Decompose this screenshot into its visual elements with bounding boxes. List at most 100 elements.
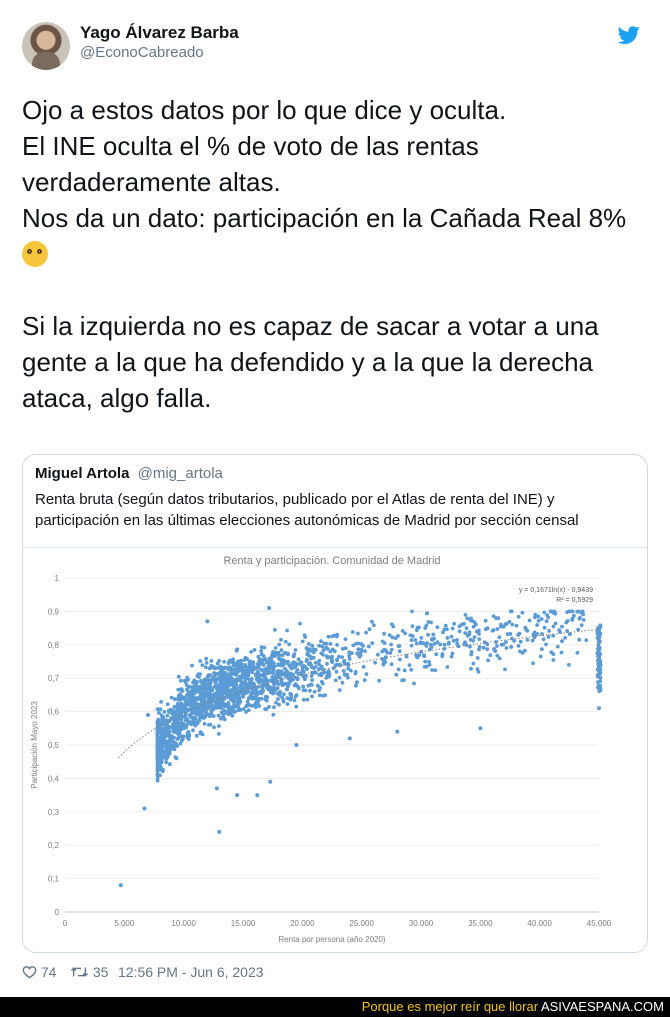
data-point — [496, 616, 501, 621]
data-point — [391, 624, 396, 629]
data-point — [336, 654, 341, 659]
data-point — [495, 653, 500, 658]
author-handle[interactable]: @EconoCabreado — [80, 44, 204, 61]
data-point — [229, 689, 234, 694]
tweet-text: Ojo a estos datos por lo que dice y ocul… — [22, 92, 647, 416]
retweet-button[interactable]: 35 — [70, 964, 108, 980]
data-point — [572, 613, 576, 618]
data-point — [305, 651, 310, 656]
data-point — [568, 632, 572, 637]
data-point — [215, 672, 220, 676]
data-point — [310, 655, 314, 660]
data-point — [222, 717, 227, 722]
data-point — [370, 619, 374, 624]
data-point — [202, 722, 207, 726]
data-point — [516, 644, 521, 648]
data-point — [310, 694, 314, 699]
data-point — [464, 626, 469, 630]
data-point — [567, 662, 571, 667]
data-point — [390, 635, 395, 640]
quoted-author-handle[interactable]: @mig_artola — [137, 465, 223, 482]
data-point — [322, 670, 327, 675]
data-point — [234, 683, 239, 687]
data-point — [312, 689, 317, 694]
data-point — [202, 705, 207, 710]
data-point — [503, 667, 507, 672]
timestamp[interactable]: 12:56 PM - Jun 6, 2023 — [118, 964, 264, 980]
data-point — [576, 627, 581, 632]
quoted-chart-image[interactable]: Renta y participación. Comunidad de Madr… — [23, 547, 647, 952]
avatar[interactable] — [22, 22, 70, 70]
author-name[interactable]: Yago Álvarez Barba — [80, 23, 239, 42]
data-point — [248, 667, 253, 671]
data-point — [231, 657, 236, 662]
data-point — [174, 756, 179, 761]
data-point — [173, 697, 177, 702]
data-point — [221, 686, 226, 691]
data-point — [206, 723, 211, 727]
data-point — [276, 663, 281, 668]
data-point — [232, 679, 236, 684]
data-point — [493, 648, 498, 653]
twitter-bird-icon[interactable] — [618, 24, 640, 46]
data-point — [245, 667, 250, 672]
data-point — [477, 632, 481, 636]
data-point — [412, 681, 416, 686]
data-point — [275, 686, 279, 691]
data-point — [533, 612, 538, 617]
data-point — [570, 618, 575, 622]
data-point — [222, 673, 227, 678]
data-point — [527, 618, 532, 623]
data-point — [483, 627, 488, 631]
data-point — [202, 685, 207, 690]
data-point — [167, 728, 171, 733]
data-point — [426, 620, 431, 624]
data-point — [263, 656, 268, 661]
data-point — [394, 672, 399, 677]
data-point — [451, 638, 456, 643]
data-point — [486, 658, 490, 663]
data-point — [504, 646, 509, 650]
data-point — [179, 709, 184, 713]
data-point — [279, 663, 284, 668]
outlier-point — [217, 829, 222, 834]
data-point — [495, 627, 500, 631]
data-point — [596, 680, 600, 684]
data-point — [245, 673, 250, 678]
data-point — [531, 632, 536, 637]
data-point — [596, 668, 601, 673]
data-point — [248, 686, 252, 690]
data-point — [294, 704, 299, 709]
tweet-footer: 74 35 12:56 PM - Jun 6, 2023 — [22, 962, 642, 984]
data-point — [214, 691, 219, 696]
tweet-line: verdaderamente altas. — [22, 167, 281, 197]
data-point — [541, 637, 546, 642]
data-point — [164, 760, 169, 765]
data-point — [485, 642, 490, 647]
data-point — [288, 691, 293, 696]
data-point — [510, 622, 515, 627]
data-point — [414, 641, 419, 646]
like-button[interactable]: 74 — [22, 964, 56, 980]
data-point — [318, 666, 322, 671]
data-point — [198, 659, 203, 663]
quoted-tweet[interactable]: Miguel Artola @mig_artola Renta bruta (s… — [22, 454, 648, 953]
data-point — [191, 728, 195, 733]
data-point — [246, 696, 251, 701]
tweet-line: El INE oculta el % de voto de las rentas — [22, 131, 479, 161]
x-tick-label: 45.000 — [587, 919, 612, 928]
banner-text[interactable]: Porque es mejor reír que llorar ASIVAESP… — [362, 999, 664, 1014]
data-point — [206, 673, 211, 677]
data-point — [560, 624, 564, 629]
data-point — [155, 707, 160, 712]
data-point — [495, 644, 499, 648]
outlier-point — [347, 736, 352, 741]
data-point — [209, 659, 214, 663]
data-point — [419, 641, 423, 646]
data-point — [315, 683, 320, 688]
data-point — [223, 676, 228, 681]
data-point — [209, 704, 214, 708]
data-point — [377, 678, 382, 683]
quoted-author-name[interactable]: Miguel Artola — [35, 465, 130, 482]
data-point — [441, 630, 445, 635]
